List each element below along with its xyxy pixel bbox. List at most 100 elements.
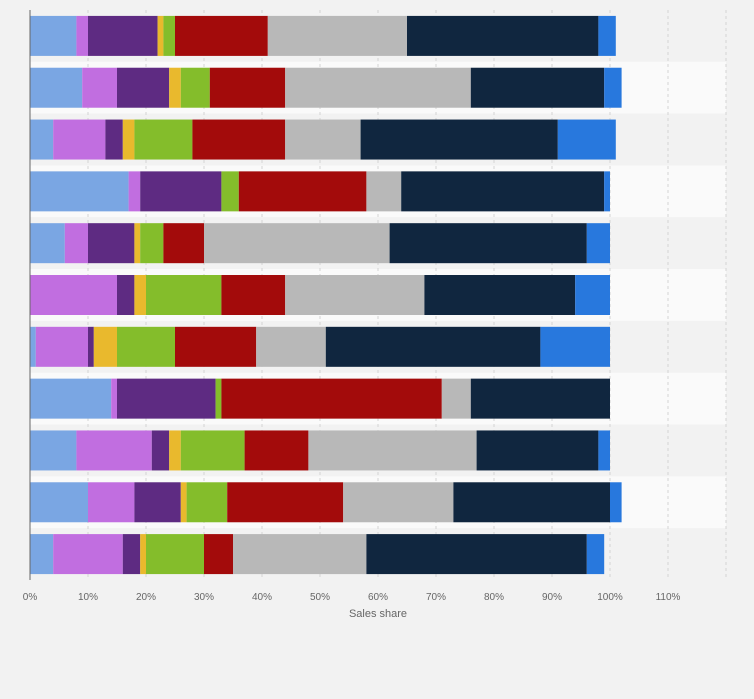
bar-segment[interactable] xyxy=(204,534,233,575)
bar-segment[interactable] xyxy=(140,223,164,264)
bar-segment[interactable] xyxy=(169,430,181,471)
bar-segment[interactable] xyxy=(30,15,77,56)
bar-segment[interactable] xyxy=(117,378,216,419)
bar-segment[interactable] xyxy=(389,223,587,264)
bar-segment[interactable] xyxy=(151,430,170,471)
bar-segment[interactable] xyxy=(209,67,286,108)
bar-segment[interactable] xyxy=(175,15,268,56)
bar-segment[interactable] xyxy=(192,119,286,160)
bar-segment[interactable] xyxy=(238,171,367,212)
bar-segment[interactable] xyxy=(169,67,181,108)
bar-segment[interactable] xyxy=(163,15,175,56)
bar-segment[interactable] xyxy=(244,430,309,471)
bar-segment[interactable] xyxy=(325,326,541,367)
bar-segment[interactable] xyxy=(134,119,193,160)
bar-segment[interactable] xyxy=(88,482,135,523)
bar-segment[interactable] xyxy=(575,275,610,315)
bar-segment[interactable] xyxy=(122,119,135,160)
bar-segment[interactable] xyxy=(134,275,146,315)
bar-segment[interactable] xyxy=(424,275,576,315)
bar-segment[interactable] xyxy=(128,171,141,212)
bar-segment[interactable] xyxy=(82,67,117,108)
bar-segment[interactable] xyxy=(30,119,54,160)
bar-segment[interactable] xyxy=(285,67,471,108)
bar-segment[interactable] xyxy=(117,326,175,367)
bar-segment[interactable] xyxy=(53,534,123,575)
bar-segment[interactable] xyxy=(140,171,222,212)
bar-segment[interactable] xyxy=(470,378,610,419)
bar-segment[interactable] xyxy=(146,275,222,315)
bar-segment[interactable] xyxy=(30,67,83,108)
bar-segment[interactable] xyxy=(470,67,605,108)
bar-segment[interactable] xyxy=(215,378,222,419)
bar-segment[interactable] xyxy=(586,534,605,575)
bar-segment[interactable] xyxy=(30,534,54,575)
bar-segment[interactable] xyxy=(163,223,204,264)
bar-segment[interactable] xyxy=(557,119,616,160)
bar-segment[interactable] xyxy=(76,15,88,56)
bar-segment[interactable] xyxy=(604,67,622,108)
bar-segment[interactable] xyxy=(76,430,152,471)
bar-segment[interactable] xyxy=(134,223,141,264)
bar-segment[interactable] xyxy=(180,430,245,471)
bar-segment[interactable] xyxy=(88,223,135,264)
bar-segment[interactable] xyxy=(157,15,164,56)
bar-segment[interactable] xyxy=(453,482,610,523)
bar-segment[interactable] xyxy=(30,378,112,419)
bar-segment[interactable] xyxy=(30,326,36,367)
bar-segment[interactable] xyxy=(30,430,77,471)
bar-segment[interactable] xyxy=(53,119,106,160)
bar-segment[interactable] xyxy=(88,326,94,367)
bar-segment[interactable] xyxy=(598,430,610,471)
bar-segment[interactable] xyxy=(221,171,239,212)
bar-segment[interactable] xyxy=(233,534,367,575)
bar-segment[interactable] xyxy=(111,378,117,419)
x-tick-label: 80% xyxy=(484,592,504,603)
bar-segment[interactable] xyxy=(30,171,129,212)
bar-segment[interactable] xyxy=(285,275,425,315)
bar-segment[interactable] xyxy=(540,326,610,367)
bar-segment[interactable] xyxy=(476,430,599,471)
x-tick-label: 90% xyxy=(542,592,562,603)
bar-segment[interactable] xyxy=(401,171,605,212)
bar-segment[interactable] xyxy=(366,171,402,212)
bar-segment[interactable] xyxy=(64,223,88,264)
bar-segment[interactable] xyxy=(140,534,146,575)
bar-segment[interactable] xyxy=(180,482,187,523)
bar-segment[interactable] xyxy=(610,482,622,523)
bar-segment[interactable] xyxy=(204,223,390,264)
bar-segment[interactable] xyxy=(267,15,407,56)
bar-segment[interactable] xyxy=(366,534,587,575)
bar-segment[interactable] xyxy=(308,430,477,471)
bar-segment[interactable] xyxy=(146,534,204,575)
bar-segment[interactable] xyxy=(221,275,286,315)
bar-segment[interactable] xyxy=(134,482,181,523)
bar-segment[interactable] xyxy=(360,119,558,160)
bar-segment[interactable] xyxy=(117,67,170,108)
bar-segment[interactable] xyxy=(175,326,257,367)
bar-segment[interactable] xyxy=(407,15,599,56)
bar-segment[interactable] xyxy=(30,482,88,523)
x-tick-label: 60% xyxy=(368,592,388,603)
bar-segment[interactable] xyxy=(221,378,442,419)
bar-segment[interactable] xyxy=(227,482,344,523)
bar-segment[interactable] xyxy=(122,534,141,575)
bar-segment[interactable] xyxy=(105,119,123,160)
bar-segment[interactable] xyxy=(30,223,65,264)
bar-segment[interactable] xyxy=(180,67,210,108)
bar-segment[interactable] xyxy=(117,275,135,315)
x-tick-label: 0% xyxy=(23,592,38,603)
bar-segment[interactable] xyxy=(30,275,117,315)
bar-segment[interactable] xyxy=(598,15,616,56)
bar-segment[interactable] xyxy=(256,326,326,367)
bar-segment[interactable] xyxy=(604,171,610,212)
x-tick-label: 20% xyxy=(136,592,156,603)
bar-segment[interactable] xyxy=(285,119,361,160)
bar-segment[interactable] xyxy=(93,326,117,367)
bar-segment[interactable] xyxy=(586,223,610,264)
bar-segment[interactable] xyxy=(441,378,471,419)
bar-segment[interactable] xyxy=(343,482,454,523)
bar-segment[interactable] xyxy=(186,482,228,523)
bar-segment[interactable] xyxy=(35,326,88,367)
bar-segment[interactable] xyxy=(88,15,158,56)
